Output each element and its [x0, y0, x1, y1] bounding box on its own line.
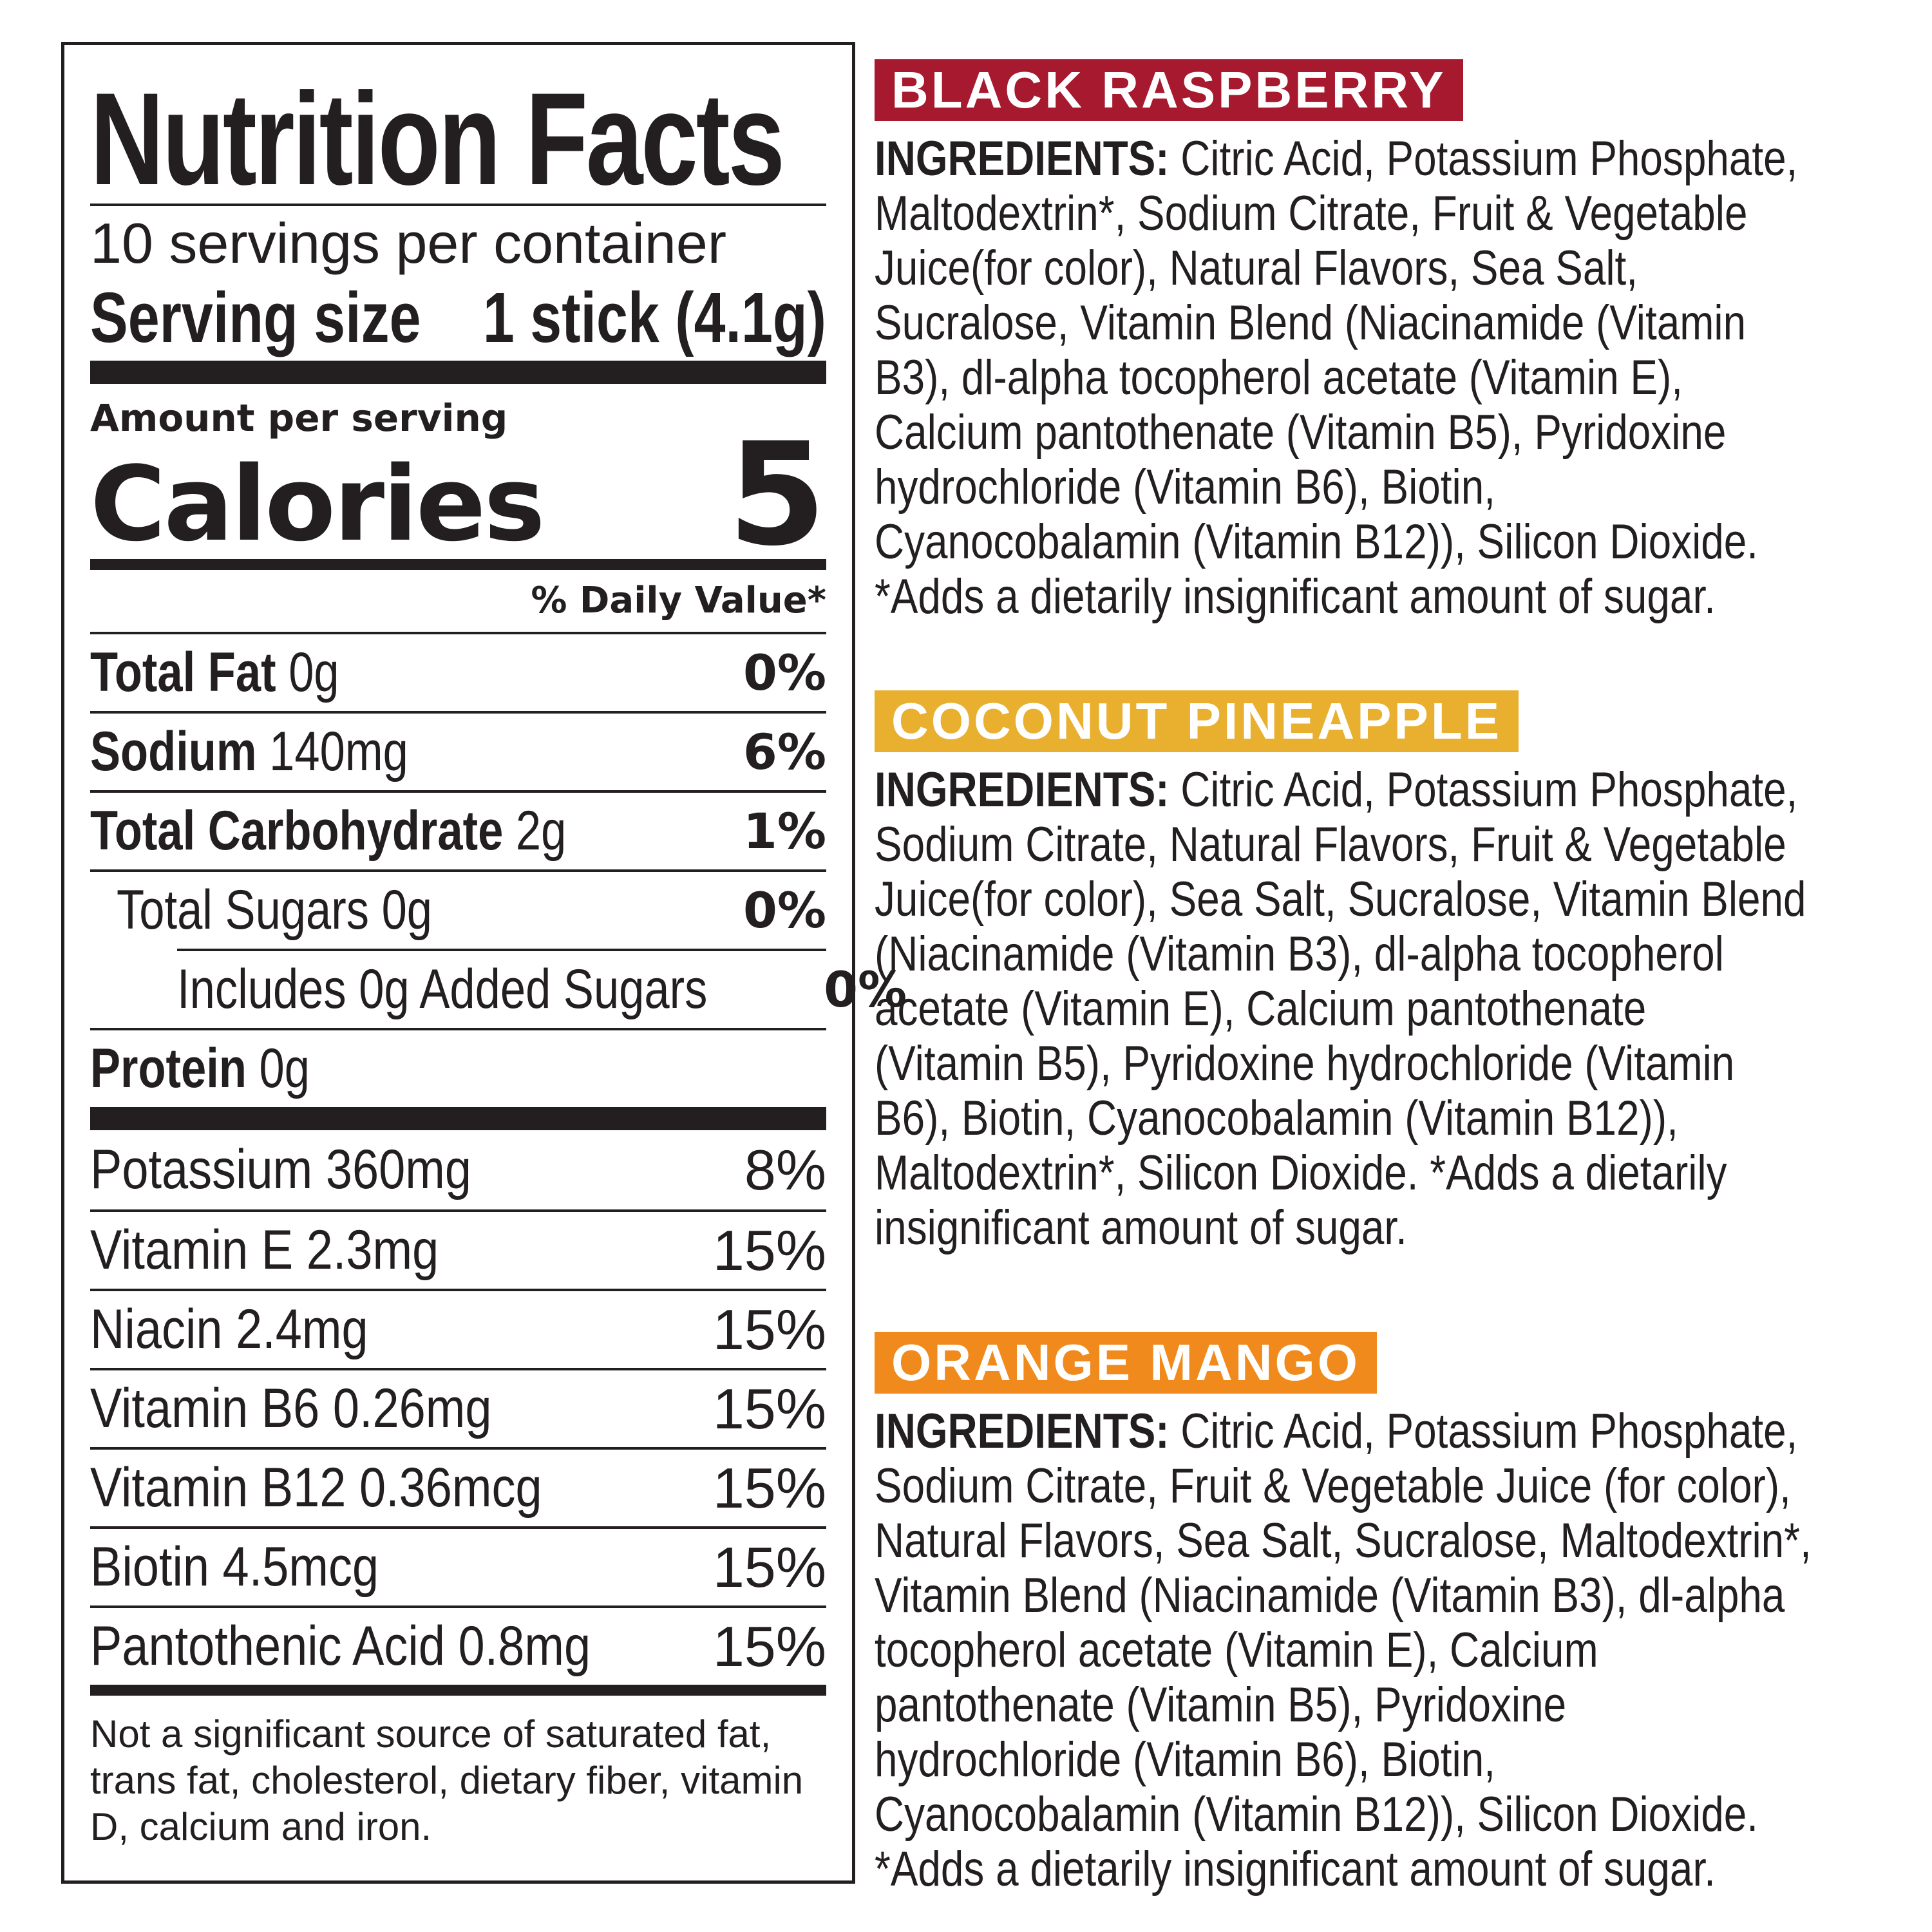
- vitamin-name: Biotin 4.5mcg: [90, 1536, 379, 1598]
- vitamin-name: Vitamin B12 0.36mcg: [90, 1457, 542, 1519]
- nutrient-name: Sodium: [90, 721, 257, 782]
- servings-per-container: 10 servings per container: [90, 211, 727, 275]
- calories-row: Calories 5: [90, 412, 826, 577]
- ingredients-text: INGREDIENTS: Citric Acid, Potassium Phos…: [875, 1404, 1886, 1897]
- vitamin-row: Vitamin B6 0.26mg 15%: [90, 1368, 826, 1447]
- vitamin-dv: 15%: [712, 1455, 826, 1520]
- medium-divider: [90, 559, 826, 570]
- ingredients-label: INGREDIENTS:: [875, 1404, 1170, 1459]
- nutrient-dv: 0%: [824, 961, 907, 1018]
- flavor-banner: ORANGE MANGO: [875, 1332, 1377, 1394]
- vitamin-dv: 15%: [712, 1376, 826, 1441]
- nutrient-row-protein: Protein 0g: [90, 1028, 826, 1107]
- nutrient-dv: 0%: [743, 644, 826, 701]
- divider: [90, 204, 826, 206]
- nutrient-name: Protein: [90, 1037, 247, 1099]
- sugar-note: *Adds a dietarily insignificant amount o…: [875, 1146, 1727, 1255]
- vitamin-row: Vitamin E 2.3mg 15%: [90, 1209, 826, 1289]
- amount-per-serving-label: Amount per serving: [90, 396, 508, 440]
- daily-value-header: % Daily Value*: [531, 580, 826, 621]
- vitamin-name: Niacin 2.4mg: [90, 1298, 368, 1360]
- nutrient-dv: 6%: [743, 723, 826, 781]
- nutrient-name: Total Fat: [90, 641, 276, 703]
- nutrition-facts-panel: Nutrition Facts 10 servings per containe…: [61, 42, 907, 1884]
- vitamin-dv: 15%: [712, 1297, 826, 1361]
- nutrition-footnote: Not a significant source of saturated fa…: [90, 1712, 804, 1848]
- serving-size-row: Serving size 1 stick (4.1g): [90, 279, 826, 357]
- vitamin-dv: 8%: [744, 1137, 826, 1202]
- serving-size-label: Serving size: [90, 278, 421, 357]
- serving-size-value: 1 stick (4.1g): [482, 278, 826, 357]
- nutrient-dv: 1%: [743, 802, 826, 860]
- vitamin-name: Potassium 360mg: [90, 1139, 471, 1200]
- sugar-note: *Adds a dietarily insignificant amount o…: [875, 1842, 1716, 1897]
- vitamin-dv: 15%: [712, 1614, 826, 1678]
- ingredients-list: Citric Acid, Potassium Phosphate, Maltod…: [875, 131, 1798, 569]
- nutrition-facts-title: Nutrition Facts: [90, 66, 785, 213]
- flavor-block-coconut-pineapple: COCONUT PINEAPPLE INGREDIENTS: Citric Ac…: [875, 690, 1918, 1255]
- nutrient-row-total-fat: Total Fat 0g 0%: [90, 632, 826, 711]
- flavor-block-orange-mango: ORANGE MANGO INGREDIENTS: Citric Acid, P…: [875, 1332, 1918, 1897]
- thick-divider: [90, 1107, 826, 1130]
- nutrient-amount: 140mg: [269, 721, 408, 782]
- nutrient-name: Includes 0g Added Sugars: [177, 958, 708, 1020]
- nutrient-name: Total Carbohydrate: [90, 800, 504, 862]
- nutrient-amount: 0g: [259, 1037, 310, 1099]
- vitamin-row: Vitamin B12 0.36mcg 15%: [90, 1447, 826, 1526]
- flavor-block-black-raspberry: BLACK RASPBERRY INGREDIENTS: Citric Acid…: [875, 59, 1918, 624]
- nutrient-dv: 0%: [743, 882, 826, 939]
- nutrient-name: Total Sugars 0g: [117, 879, 433, 941]
- nutrient-amount: 0g: [289, 641, 339, 703]
- nutrient-row-total-sugars: Total Sugars 0g 0%: [90, 869, 826, 949]
- flavor-banner: COCONUT PINEAPPLE: [875, 690, 1519, 752]
- vitamin-name: Vitamin E 2.3mg: [90, 1219, 439, 1281]
- nutrient-row-sodium: Sodium 140mg 6%: [90, 711, 826, 790]
- ingredients-text: INGREDIENTS: Citric Acid, Potassium Phos…: [875, 131, 1886, 624]
- vitamin-dv: 15%: [712, 1535, 826, 1599]
- nutrient-row-added-sugars: Includes 0g Added Sugars 0%: [177, 949, 907, 1028]
- vitamin-row: Niacin 2.4mg 15%: [90, 1289, 826, 1368]
- calories-label: Calories: [90, 444, 545, 564]
- vitamin-row: Biotin 4.5mcg 15%: [90, 1526, 826, 1605]
- vitamin-row: Pantothenic Acid 0.8mg 15%: [90, 1605, 826, 1685]
- vitamin-dv: 15%: [712, 1218, 826, 1282]
- ingredients-text: INGREDIENTS: Citric Acid, Potassium Phos…: [875, 762, 1886, 1255]
- nutrient-amount: 2g: [515, 800, 567, 862]
- calories-value: 5: [727, 412, 826, 577]
- vitamin-row: Potassium 360mg 8%: [90, 1130, 826, 1209]
- flavor-banner: BLACK RASPBERRY: [875, 59, 1463, 121]
- vitamin-name: Pantothenic Acid 0.8mg: [90, 1615, 591, 1677]
- medium-divider: [90, 1685, 826, 1696]
- vitamin-name: Vitamin B6 0.26mg: [90, 1378, 492, 1439]
- sugar-note: *Adds a dietarily insignificant amount o…: [875, 569, 1716, 624]
- ingredients-label: INGREDIENTS:: [875, 762, 1170, 817]
- ingredients-label: INGREDIENTS:: [875, 131, 1170, 186]
- ingredients-list: Citric Acid, Potassium Phosphate, Sodium…: [875, 762, 1806, 1200]
- thick-divider: [90, 361, 826, 384]
- nutrient-row-total-carbohydrate: Total Carbohydrate 2g 1%: [90, 790, 826, 869]
- ingredients-list: Citric Acid, Potassium Phosphate, Sodium…: [875, 1404, 1812, 1842]
